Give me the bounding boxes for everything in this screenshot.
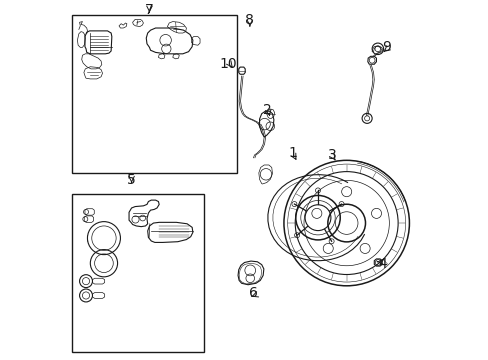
- Text: 4: 4: [377, 257, 386, 271]
- Text: 6: 6: [248, 286, 257, 300]
- Bar: [72, 194, 204, 352]
- Text: 1: 1: [288, 146, 297, 160]
- Text: 9: 9: [381, 40, 390, 54]
- Text: 5: 5: [127, 173, 136, 187]
- Text: 7: 7: [145, 3, 154, 17]
- Text: 8: 8: [245, 13, 254, 27]
- Text: 10: 10: [219, 57, 237, 71]
- Bar: [72, 15, 236, 173]
- Text: 2: 2: [263, 103, 272, 117]
- Text: 3: 3: [327, 148, 336, 162]
